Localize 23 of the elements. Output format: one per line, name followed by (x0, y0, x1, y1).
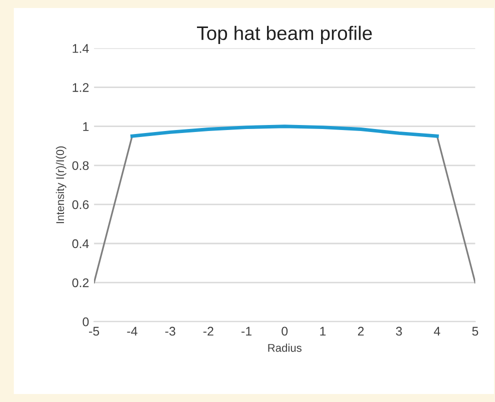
x-tick-label: 4 (434, 326, 440, 336)
y-tick-label: 0.8 (72, 161, 89, 170)
x-tick-label: -5 (89, 326, 100, 336)
chart-title: Top hat beam profile (196, 26, 372, 44)
y-tick-label: 1.2 (72, 83, 89, 92)
y-tick-label: 0.4 (72, 239, 89, 248)
x-tick-label: 5 (472, 326, 478, 336)
line-series (130, 124, 439, 138)
x-tick-label: -2 (203, 326, 214, 336)
x-tick-label: -3 (165, 326, 176, 336)
x-axis-title: Radius (268, 344, 302, 352)
x-tick-label: -4 (127, 326, 138, 336)
y-tick-label: 0.2 (72, 278, 89, 288)
x-tick-label: 0 (282, 326, 288, 336)
y-tick-label: 0.6 (72, 200, 89, 210)
y-tick-label: 0 (82, 317, 89, 326)
y-axis-title: Intensity I(r)/I(0) (56, 146, 66, 224)
x-tick-label: -1 (242, 326, 252, 336)
x-tick-label: 1 (320, 326, 326, 336)
x-tick-label: 2 (358, 326, 364, 336)
y-tick-label: 1.4 (72, 44, 89, 53)
x-tick-label: 3 (396, 326, 402, 336)
y-tick-label: 1 (83, 122, 89, 131)
